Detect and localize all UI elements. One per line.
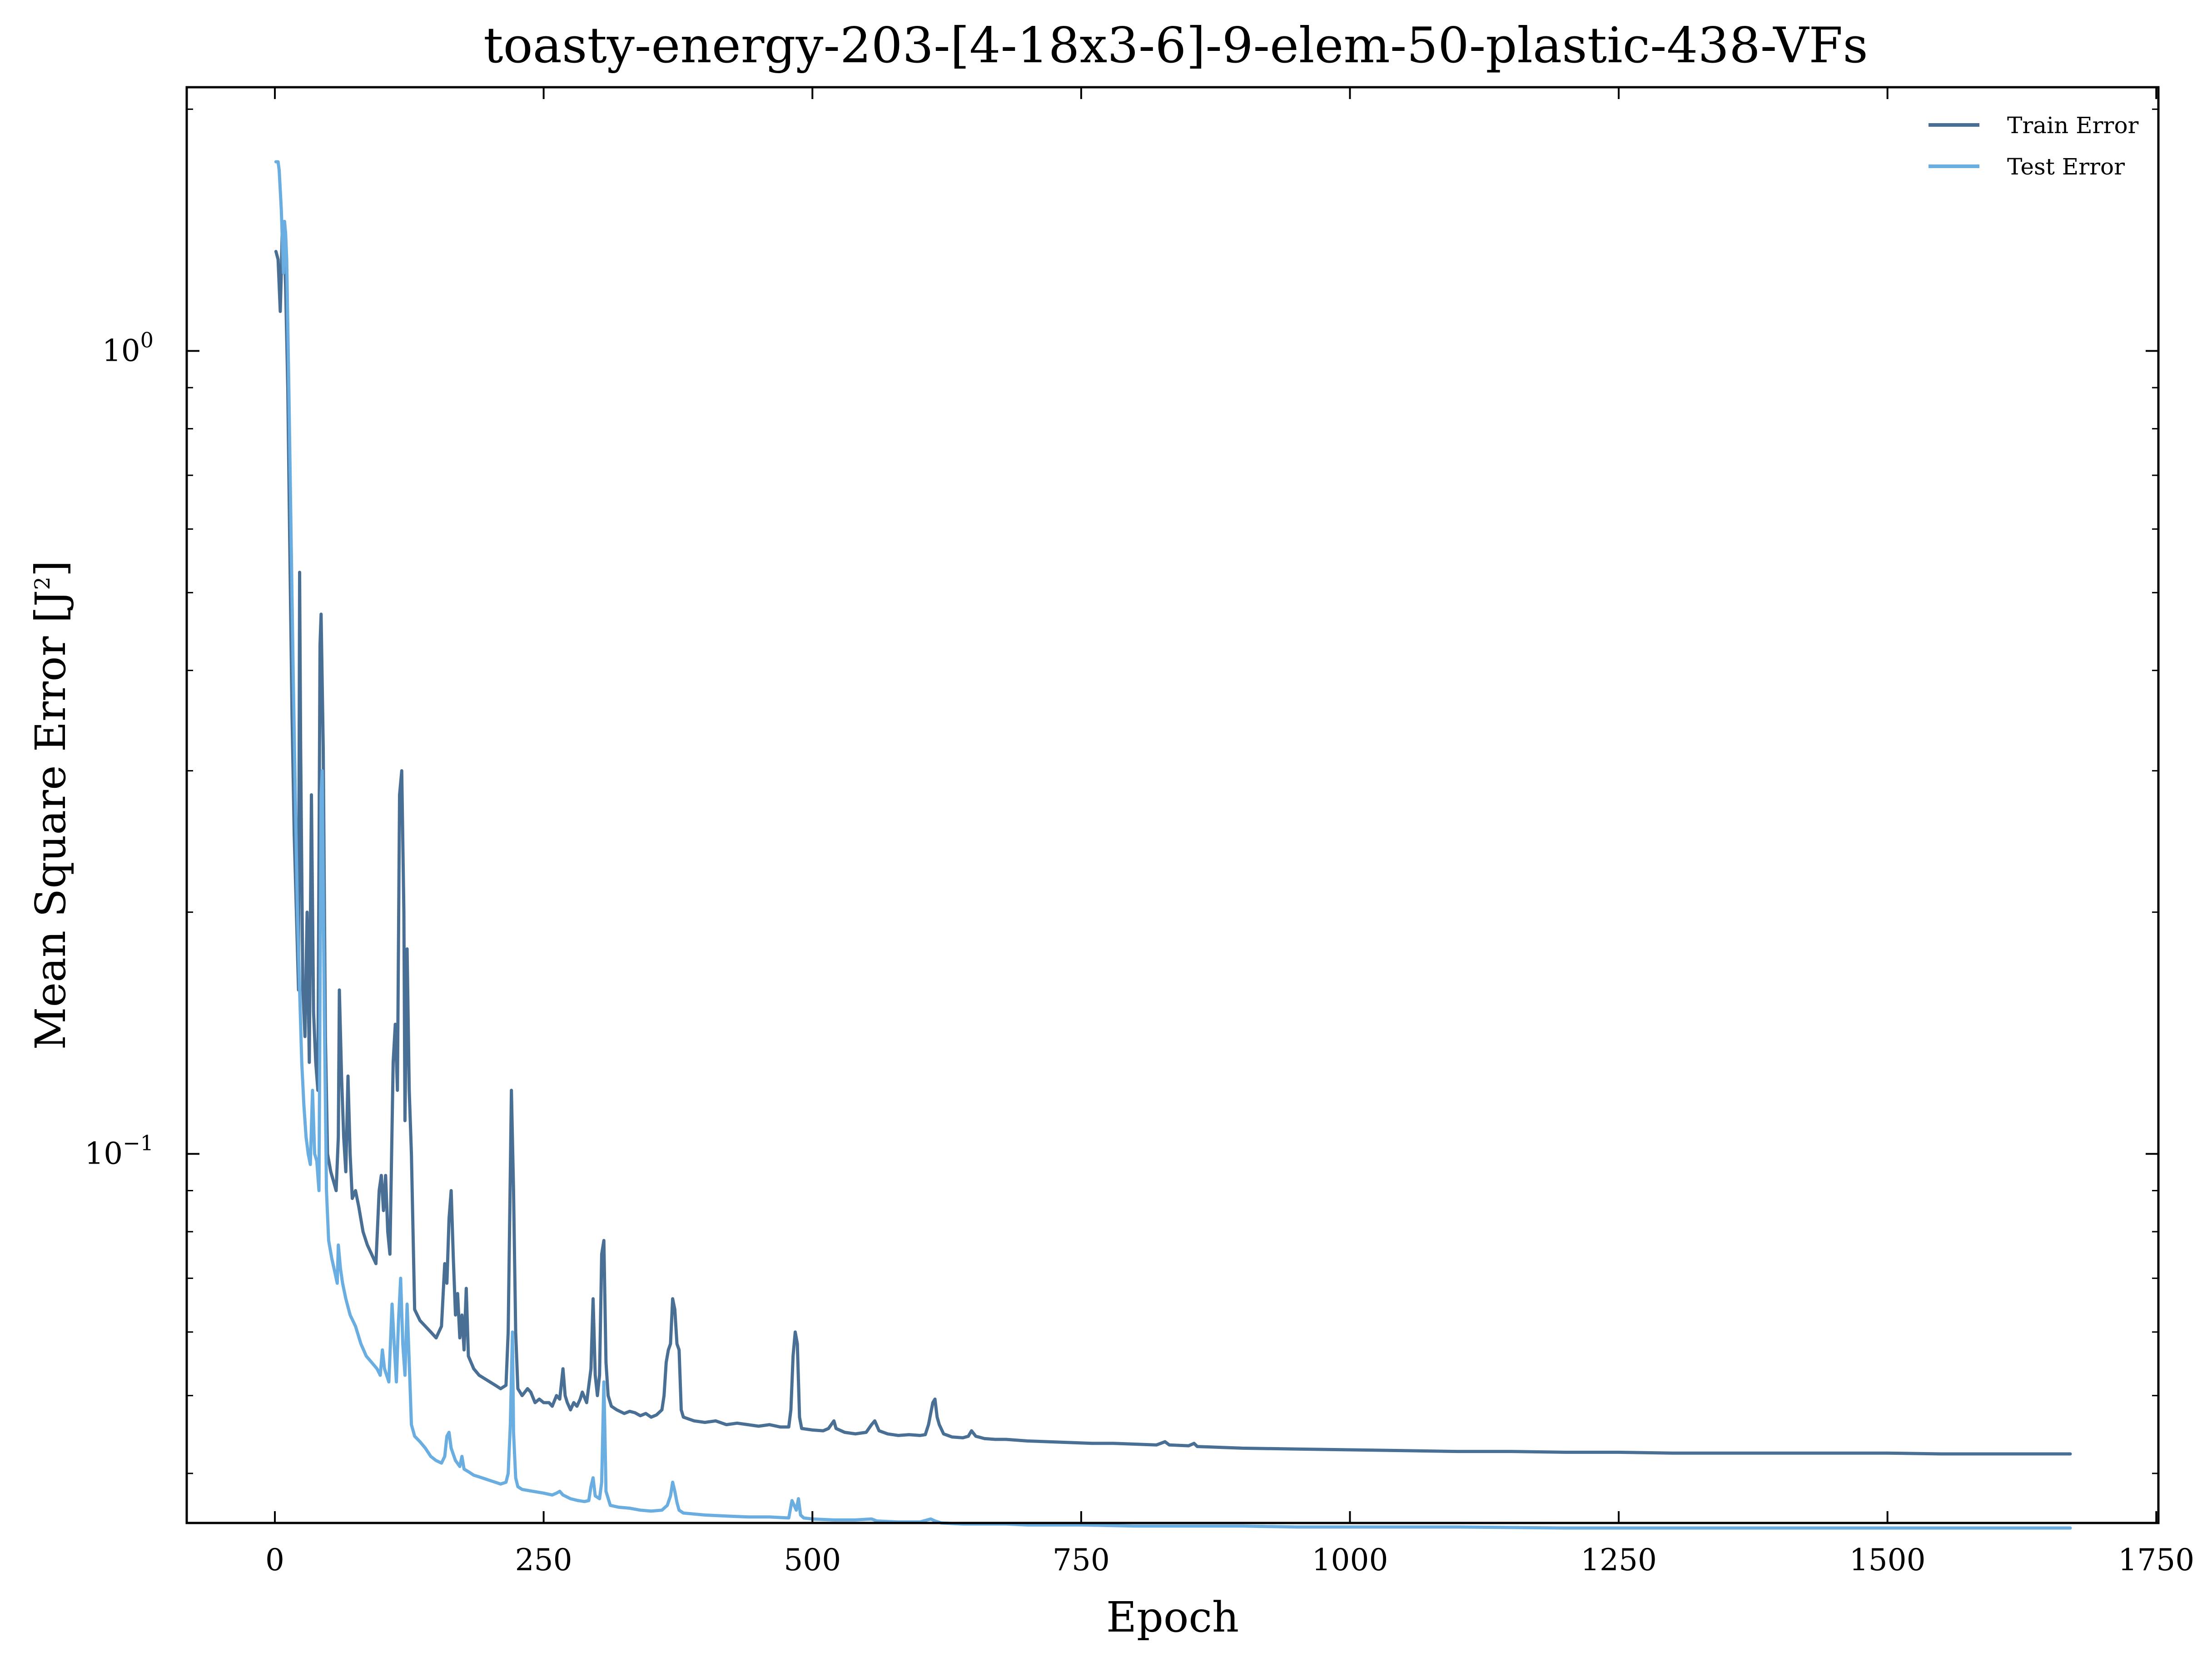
legend-label-train: Train Error xyxy=(2007,112,2139,139)
y-axis-label-superscript: 2 xyxy=(30,577,55,590)
plot-frame xyxy=(185,86,2160,1524)
x-tick-label: 500 xyxy=(784,1543,841,1577)
y-axis-label-main: Mean Square Error [J xyxy=(26,590,75,1050)
x-tick-label: 1250 xyxy=(1581,1543,1657,1577)
series-line-test xyxy=(274,160,2072,1530)
x-tick-label: 0 xyxy=(265,1543,284,1577)
series-line-train xyxy=(274,219,2072,1456)
x-tick-label: 750 xyxy=(1053,1543,1110,1577)
legend-label-test: Test Error xyxy=(2007,154,2125,180)
y-axis-ticks: 100 10−1 xyxy=(85,108,2158,1474)
y-tick-label: 100 xyxy=(102,328,154,368)
legend: Train Error Test Error xyxy=(1929,112,2139,180)
y-axis-label: Mean Square Error [J2] xyxy=(26,560,75,1050)
x-axis-label: Epoch xyxy=(1106,1593,1239,1642)
x-tick-label: 1750 xyxy=(2118,1543,2194,1577)
x-tick-label: 250 xyxy=(515,1543,572,1577)
x-tick-label: 1000 xyxy=(1312,1543,1388,1577)
x-tick-label: 1500 xyxy=(1849,1543,1926,1577)
chart-title: toasty-energy-203-[4-18x3-6]-9-elem-50-p… xyxy=(483,17,1868,74)
y-tick-label: 10−1 xyxy=(85,1131,154,1171)
y-axis-label-close: ] xyxy=(26,560,75,577)
plot-lines xyxy=(274,160,2072,1530)
x-axis-ticks: 0 250 500 750 1000 1250 1500 1750 xyxy=(265,87,2194,1577)
